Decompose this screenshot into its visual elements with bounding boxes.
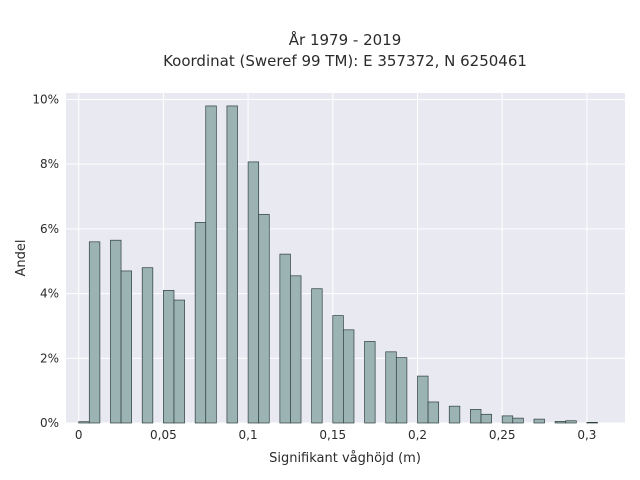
x-axis-ticks: 0 0,05 0,1 0,15 0,2 0,25 0,3: [75, 428, 597, 442]
y-tick-label: 2%: [40, 351, 59, 365]
histogram-bar: [395, 357, 408, 424]
histogram-bar: [194, 222, 207, 424]
histogram-bar: [480, 413, 492, 424]
histogram-bar: [385, 351, 397, 424]
histogram-bar: [290, 275, 302, 424]
histogram-bar: [554, 421, 567, 424]
y-axis-title: Andel: [14, 240, 29, 277]
histogram-bar: [163, 290, 175, 424]
histogram-bar: [586, 422, 598, 424]
histogram-bar: [78, 421, 90, 424]
x-tick-label: 0,1: [239, 428, 258, 442]
histogram-bar: [417, 375, 429, 424]
x-tick-label: 0,05: [150, 428, 177, 442]
bars: [78, 105, 598, 424]
chart-title-line-1: År 1979 - 2019: [289, 30, 402, 49]
histogram-bar: [332, 315, 344, 424]
histogram-bar: [205, 105, 217, 424]
histogram-bar: [110, 239, 122, 424]
histogram-bar: [565, 420, 577, 424]
histogram-bar: [512, 417, 524, 424]
histogram-bar: [501, 415, 514, 424]
y-tick-label: 4%: [40, 287, 59, 301]
histogram-bar: [120, 270, 132, 424]
histogram-bar: [533, 418, 545, 424]
y-axis-ticks: 0% 2% 4% 6% 8% 10%: [32, 92, 59, 430]
histogram-bar: [311, 288, 323, 424]
histogram-bar: [258, 213, 270, 424]
y-tick-label: 6%: [40, 222, 59, 236]
histogram-bar: [247, 161, 260, 424]
chart-title-line-2: Koordinat (Sweref 99 TM): E 357372, N 62…: [163, 52, 527, 70]
histogram-bar: [141, 267, 154, 424]
histogram-bar: [226, 105, 238, 424]
histogram-bar: [364, 341, 376, 424]
histogram-bar: [427, 401, 440, 424]
x-tick-label: 0,15: [319, 428, 346, 442]
y-tick-label: 0%: [40, 416, 59, 430]
y-tick-label: 8%: [40, 157, 59, 171]
x-tick-label: 0,25: [489, 428, 516, 442]
histogram-bar: [470, 409, 482, 424]
histogram-bar: [173, 299, 185, 424]
x-tick-label: 0,2: [408, 428, 427, 442]
histogram-bar: [448, 405, 461, 424]
y-tick-label: 10%: [32, 92, 59, 106]
histogram-bar: [279, 253, 291, 424]
x-tick-label: 0: [75, 428, 83, 442]
x-axis-title: Signifikant våghöjd (m): [269, 451, 421, 466]
x-tick-label: 0,3: [577, 428, 596, 442]
histogram-bar: [343, 329, 355, 424]
histogram-bar: [88, 241, 101, 424]
